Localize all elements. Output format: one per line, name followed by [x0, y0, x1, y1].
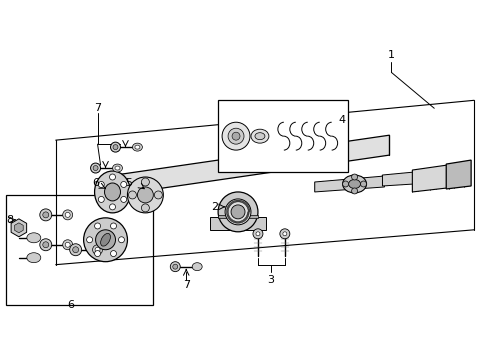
Circle shape	[154, 191, 162, 199]
Circle shape	[231, 205, 245, 219]
Circle shape	[63, 210, 73, 220]
Ellipse shape	[251, 129, 269, 143]
Polygon shape	[413, 165, 447, 192]
Ellipse shape	[104, 183, 121, 201]
Bar	[218, 100, 347, 172]
Circle shape	[65, 242, 70, 247]
Circle shape	[93, 166, 98, 171]
Ellipse shape	[27, 253, 41, 263]
Ellipse shape	[135, 145, 140, 149]
Circle shape	[343, 181, 348, 187]
Ellipse shape	[192, 263, 202, 271]
Circle shape	[95, 251, 100, 257]
Circle shape	[128, 191, 136, 199]
Circle shape	[111, 223, 117, 229]
Circle shape	[352, 188, 358, 194]
Ellipse shape	[95, 171, 130, 213]
Ellipse shape	[113, 164, 122, 172]
Circle shape	[110, 204, 116, 210]
Circle shape	[228, 128, 244, 144]
Ellipse shape	[348, 180, 361, 189]
Circle shape	[218, 192, 258, 232]
Circle shape	[121, 181, 127, 188]
Ellipse shape	[343, 175, 367, 193]
Circle shape	[65, 212, 70, 217]
Text: 6: 6	[67, 300, 74, 310]
Circle shape	[40, 209, 52, 221]
Circle shape	[95, 223, 100, 229]
Circle shape	[225, 199, 251, 225]
Ellipse shape	[132, 143, 143, 151]
Circle shape	[283, 232, 287, 236]
Text: 8: 8	[6, 215, 13, 225]
Bar	[6, 195, 153, 305]
Circle shape	[93, 245, 102, 255]
Circle shape	[43, 212, 49, 218]
Circle shape	[110, 174, 116, 180]
Polygon shape	[446, 160, 471, 189]
Circle shape	[70, 244, 82, 256]
Circle shape	[142, 204, 149, 212]
Polygon shape	[383, 172, 415, 186]
Text: 7: 7	[94, 103, 101, 113]
Circle shape	[111, 251, 117, 257]
Circle shape	[87, 237, 93, 243]
Circle shape	[98, 181, 104, 188]
Circle shape	[84, 218, 127, 262]
Text: 1: 1	[388, 50, 395, 60]
Text: 3: 3	[268, 275, 274, 285]
Circle shape	[98, 197, 104, 202]
Circle shape	[63, 240, 73, 250]
Circle shape	[121, 197, 127, 202]
Ellipse shape	[100, 233, 110, 246]
Circle shape	[352, 174, 358, 180]
Circle shape	[73, 247, 78, 253]
Circle shape	[280, 229, 290, 239]
Text: 7: 7	[183, 280, 190, 289]
Circle shape	[173, 264, 178, 269]
Text: 6: 6	[92, 178, 99, 188]
Ellipse shape	[27, 233, 41, 243]
Circle shape	[113, 145, 118, 150]
Circle shape	[137, 187, 153, 203]
Circle shape	[119, 237, 124, 243]
Circle shape	[40, 239, 52, 251]
Circle shape	[256, 232, 260, 236]
Circle shape	[95, 247, 100, 252]
Ellipse shape	[255, 133, 265, 140]
Circle shape	[43, 242, 49, 248]
Polygon shape	[11, 219, 26, 237]
Circle shape	[232, 132, 240, 140]
Circle shape	[111, 142, 121, 152]
Polygon shape	[15, 223, 23, 233]
Polygon shape	[210, 217, 266, 230]
Polygon shape	[116, 135, 390, 195]
Circle shape	[127, 177, 163, 213]
Ellipse shape	[115, 166, 120, 170]
Text: 2: 2	[212, 202, 219, 212]
Circle shape	[222, 122, 250, 150]
Circle shape	[96, 230, 116, 250]
Circle shape	[253, 229, 263, 239]
Circle shape	[171, 262, 180, 272]
Polygon shape	[218, 215, 258, 218]
Circle shape	[361, 181, 367, 187]
Circle shape	[142, 178, 149, 186]
Text: 4: 4	[338, 115, 345, 125]
Text: 5: 5	[125, 178, 132, 188]
Polygon shape	[315, 176, 385, 192]
Circle shape	[91, 163, 100, 173]
